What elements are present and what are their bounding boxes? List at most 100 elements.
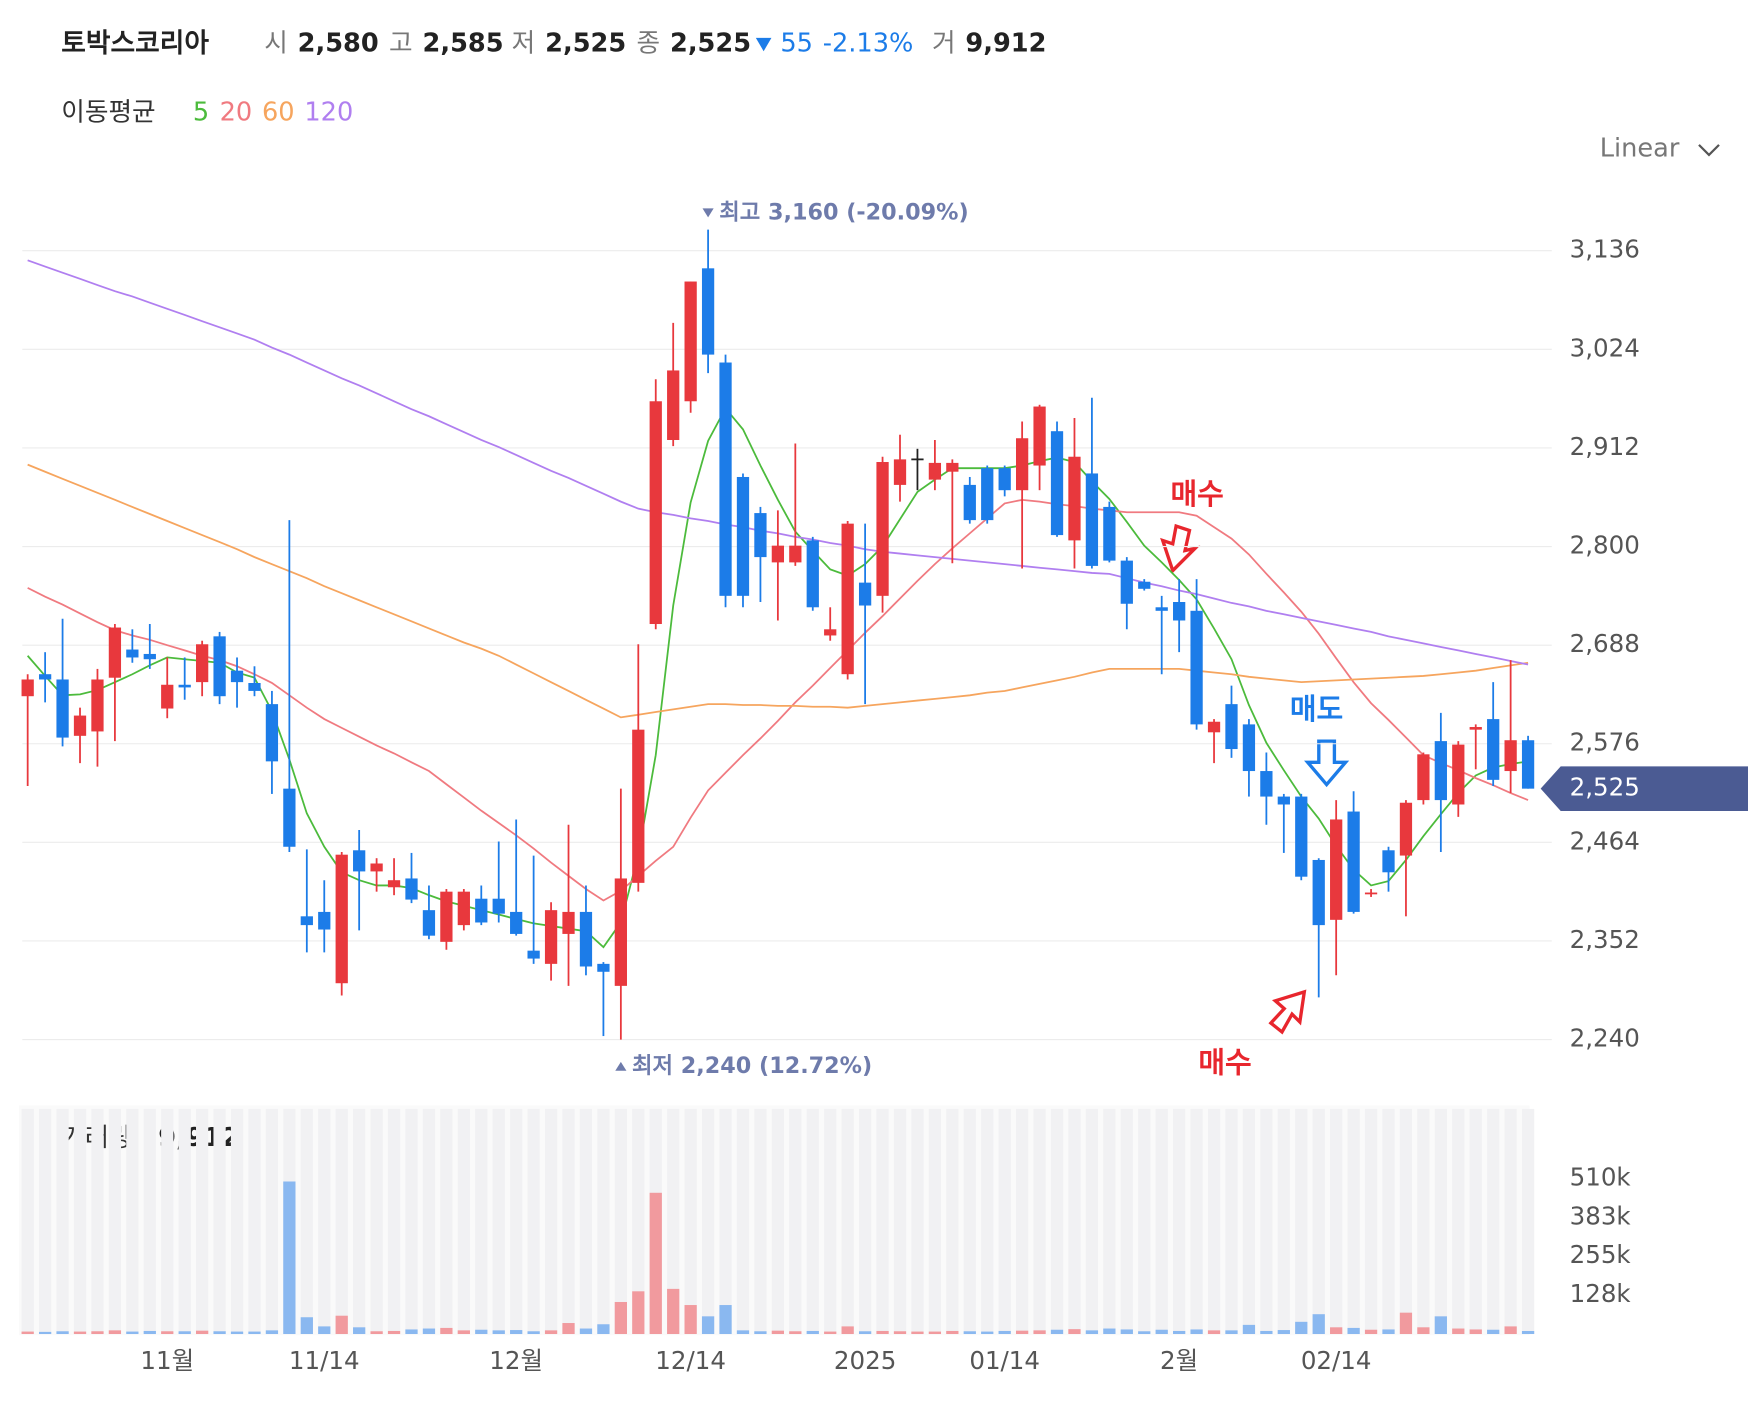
- volume-column-bg: [1173, 1108, 1186, 1335]
- signal-arrow: [1304, 739, 1350, 788]
- y-tick-label: 2,688: [1570, 629, 1640, 658]
- candle-body: [1015, 438, 1029, 491]
- volume-bar: [1015, 1330, 1029, 1335]
- down-triangle: [755, 37, 772, 52]
- candle-body: [1417, 754, 1430, 801]
- volume-bar: [841, 1326, 854, 1335]
- x-tick-label: 12/14: [655, 1346, 726, 1375]
- candle-body: [1487, 719, 1500, 780]
- volume-bar: [963, 1331, 976, 1335]
- volume-column-bg: [754, 1108, 767, 1335]
- candle-body: [1033, 406, 1046, 466]
- y-tick-label: 2,912: [1570, 432, 1640, 461]
- moving-average-line: [27, 498, 1529, 902]
- volume-bar: [1330, 1327, 1343, 1335]
- candle-body: [1277, 796, 1290, 805]
- candle-body: [38, 674, 52, 680]
- volume-bar: [126, 1331, 139, 1335]
- volume-column-bg: [196, 1108, 209, 1335]
- candle-body: [632, 729, 645, 883]
- volume-column-bg: [597, 1108, 610, 1335]
- volume-bar: [754, 1331, 767, 1335]
- volume-bar: [1469, 1329, 1482, 1335]
- candle-body: [876, 462, 889, 596]
- volume-bar: [353, 1327, 366, 1335]
- volume-bar: [1295, 1321, 1308, 1335]
- volume-bar: [1190, 1329, 1203, 1335]
- volume-column-bg: [1085, 1108, 1099, 1335]
- volume-column-bg: [1225, 1108, 1238, 1335]
- volume-column-bg: [1434, 1108, 1447, 1335]
- scale-selector[interactable]: Linear: [1600, 133, 1680, 163]
- volume-column-bg: [1330, 1108, 1343, 1335]
- volume-column-bg: [300, 1108, 313, 1335]
- change: 55: [780, 29, 813, 59]
- volume-column-bg: [981, 1108, 994, 1335]
- volume-bar: [21, 1331, 34, 1335]
- volume-column-bg: [178, 1108, 191, 1335]
- candle-body: [1207, 721, 1221, 733]
- volume-column-bg: [1120, 1108, 1133, 1335]
- volume-bar: [143, 1330, 156, 1335]
- volume-bar: [405, 1329, 418, 1335]
- candle-body: [1295, 796, 1308, 877]
- volume-bar: [1068, 1329, 1081, 1335]
- candle-body: [178, 684, 191, 688]
- volume-column-bg: [457, 1108, 470, 1335]
- volume-bar: [213, 1331, 226, 1335]
- volume-column-bg: [108, 1108, 122, 1335]
- buy-signal: 매수: [1171, 477, 1224, 511]
- volume-column-bg: [841, 1108, 854, 1335]
- volume-column-bg: [1207, 1108, 1221, 1335]
- volume-column-bg: [632, 1108, 645, 1335]
- candle-body: [911, 458, 924, 461]
- candle-body: [771, 545, 785, 563]
- candle-body: [736, 476, 750, 596]
- candle-body: [806, 540, 819, 608]
- x-tick-label: 02/14: [1301, 1346, 1372, 1375]
- volume-bar: [73, 1331, 87, 1335]
- field-label: 시: [264, 29, 288, 59]
- volume-bar: [1173, 1330, 1186, 1335]
- field-label: 저: [512, 29, 536, 59]
- chevron[interactable]: [1698, 144, 1720, 157]
- volume-bar: [1085, 1330, 1099, 1335]
- legend-title: 이동평균: [61, 98, 155, 128]
- candle-body: [230, 670, 244, 683]
- volume-column-bg: [1050, 1108, 1064, 1335]
- field-value: 2,525: [670, 29, 751, 59]
- volume-bar: [1138, 1331, 1151, 1335]
- candle-body: [719, 362, 732, 596]
- field-value: 2,580: [298, 29, 379, 59]
- volume-bar: [684, 1305, 697, 1335]
- volume-column-bg: [230, 1108, 244, 1335]
- volume-column-bg: [1364, 1108, 1378, 1335]
- volume-bar: [544, 1330, 558, 1335]
- legend-entry: 120: [304, 98, 353, 128]
- volume-column-bg: [161, 1108, 174, 1335]
- volume-bar: [265, 1330, 279, 1335]
- volume-column-bg: [527, 1108, 540, 1335]
- candle-body: [492, 898, 505, 914]
- x-tick-label: 2월: [1160, 1346, 1198, 1375]
- volume-tick-label: 510k: [1570, 1162, 1632, 1191]
- volume-bar: [318, 1326, 331, 1335]
- y-tick-label: 2,352: [1570, 925, 1640, 954]
- x-tick-label: 11월: [140, 1346, 194, 1375]
- volume-column-bg: [126, 1108, 139, 1335]
- volume-bar: [283, 1181, 296, 1335]
- legend-entry: 20: [220, 98, 253, 128]
- candle-body: [754, 513, 767, 558]
- candle-body: [73, 715, 87, 736]
- volume-bar: [1504, 1326, 1517, 1335]
- candle-body: [126, 649, 139, 658]
- volume-bar: [422, 1328, 436, 1335]
- volume-bar: [1033, 1330, 1046, 1335]
- volume-bar: [1050, 1329, 1064, 1335]
- candle-body: [579, 911, 593, 967]
- volume-column-bg: [876, 1108, 889, 1335]
- volume-column-bg: [719, 1108, 732, 1335]
- x-tick-label: 2025: [834, 1346, 896, 1375]
- volume-column-bg: [1190, 1108, 1203, 1335]
- volume-column-bg: [946, 1108, 959, 1335]
